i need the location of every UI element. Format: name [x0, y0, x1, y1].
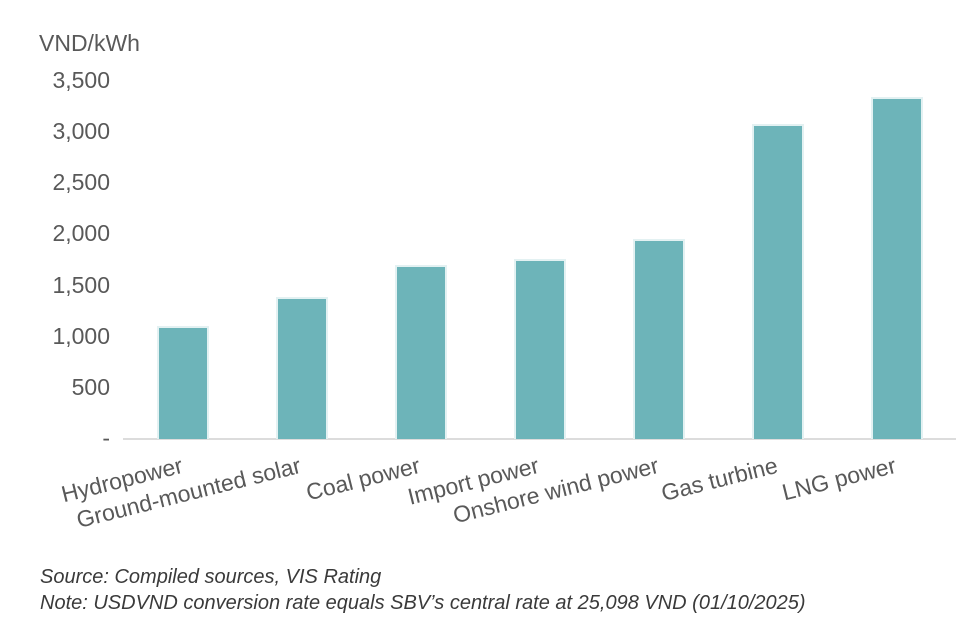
y-axis-tick-label: -	[102, 424, 110, 451]
source-text: Source: Compiled sources, VIS Rating	[40, 566, 382, 588]
y-axis-tick-label: 3,000	[52, 118, 110, 145]
y-axis-tick-label: 2,500	[52, 169, 110, 196]
bar-lng-power	[871, 97, 923, 439]
y-axis-tick-label: 3,500	[52, 67, 110, 93]
bar-gas-turbine	[752, 124, 804, 439]
x-axis-label-gas-turbine: Gas turbine	[658, 452, 780, 506]
x-axis-line	[123, 438, 956, 440]
y-axis-tick-label: 500	[71, 373, 110, 400]
y-axis-tick-label: 1,500	[52, 271, 110, 298]
bar-import-power	[514, 259, 566, 439]
bar-hydropower	[157, 326, 209, 439]
note-text: Note: USDVND conversion rate equals SBV’…	[40, 592, 806, 614]
x-axis-label-lng-power: LNG power	[779, 452, 899, 506]
y-axis-tick-label: 1,000	[52, 322, 110, 349]
bar-onshore-wind-power	[633, 239, 685, 439]
y-axis-tick-label: 2,000	[52, 220, 110, 247]
y-axis-unit-label: VND/kWh	[39, 30, 140, 56]
x-axis-label-coal-power: Coal power	[303, 452, 423, 506]
bar-coal-power	[395, 265, 447, 439]
bar-ground-mounted-solar	[276, 297, 328, 439]
